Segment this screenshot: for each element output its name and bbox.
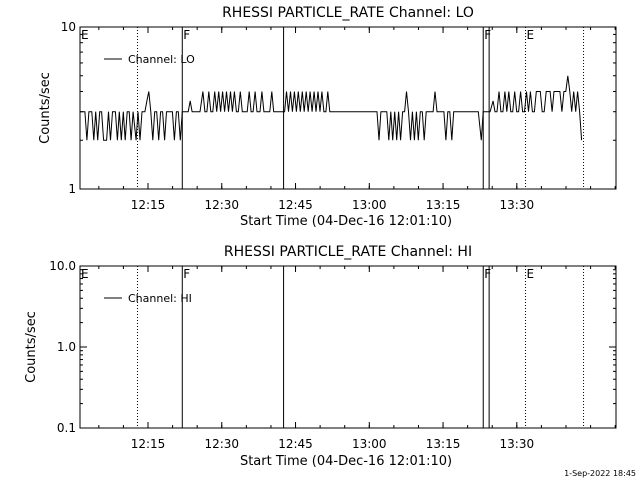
legend-label: Channel: LO	[128, 53, 195, 66]
y-tick-label: 1.0	[57, 340, 76, 354]
x-tick-label: 12:15	[131, 437, 166, 451]
y-axis-label: Counts/sec	[38, 72, 53, 144]
event-marker-label: E	[527, 267, 535, 281]
chart-panel-hi: RHESSI PARTICLE_RATE Channel: HI E F F E 12…	[24, 244, 617, 469]
x-axis-label: Start Time (04-Dec-16 12:01:10)	[240, 454, 452, 469]
event-marker-label: E	[527, 28, 535, 42]
x-axis-label: Start Time (04-Dec-16 12:01:10)	[240, 214, 452, 229]
chart-panel-lo: RHESSI PARTICLE_RATE Channel: LO E F F E 12…	[38, 5, 617, 229]
y-tick-label: 10.0	[49, 259, 76, 273]
x-tick-label: 12:15	[131, 198, 166, 212]
legend-label: Channel: HI	[128, 292, 192, 305]
footer-timestamp: 1-Sep-2022 18:45	[564, 469, 636, 478]
y-tick-label: 0.1	[57, 421, 76, 435]
x-tick-label: 13:30	[500, 198, 535, 212]
x-tick-label: 12:45	[278, 437, 313, 451]
x-tick-label: 13:15	[426, 198, 461, 212]
event-marker-label: F	[183, 267, 190, 281]
x-tick-labels: 12:15 12:30 12:45 13:00 13:15 13:30	[131, 437, 534, 451]
x-tick-labels: 12:15 12:30 12:45 13:00 13:15 13:30	[131, 198, 534, 212]
x-tick-label: 13:30	[500, 437, 535, 451]
axis-ticks	[80, 27, 616, 190]
y-tick-label: 10	[61, 20, 76, 34]
x-tick-label: 12:45	[278, 198, 313, 212]
axis-ticks	[80, 266, 616, 429]
event-marker-label: E	[81, 267, 89, 281]
y-axis-label: Counts/sec	[24, 311, 39, 383]
y-tick-label: 1	[68, 182, 76, 196]
x-tick-label: 12:30	[204, 198, 239, 212]
x-tick-label: 13:15	[426, 437, 461, 451]
x-tick-label: 13:00	[352, 198, 387, 212]
event-marker-label: E	[81, 28, 89, 42]
y-tick-labels: 0.1 1.0 10.0	[49, 259, 76, 435]
event-marker-label: F	[484, 28, 491, 42]
plot-frame	[79, 26, 617, 190]
x-tick-label: 13:00	[352, 437, 387, 451]
event-marker-label: F	[183, 28, 190, 42]
y-tick-labels: 1 10	[61, 20, 76, 196]
chart-title: RHESSI PARTICLE_RATE Channel: LO	[222, 5, 474, 21]
x-tick-label: 12:30	[204, 437, 239, 451]
chart-title: RHESSI PARTICLE_RATE Channel: HI	[224, 244, 472, 260]
event-marker-label: F	[484, 267, 491, 281]
plot-frame	[79, 265, 617, 429]
series-line	[80, 75, 583, 141]
